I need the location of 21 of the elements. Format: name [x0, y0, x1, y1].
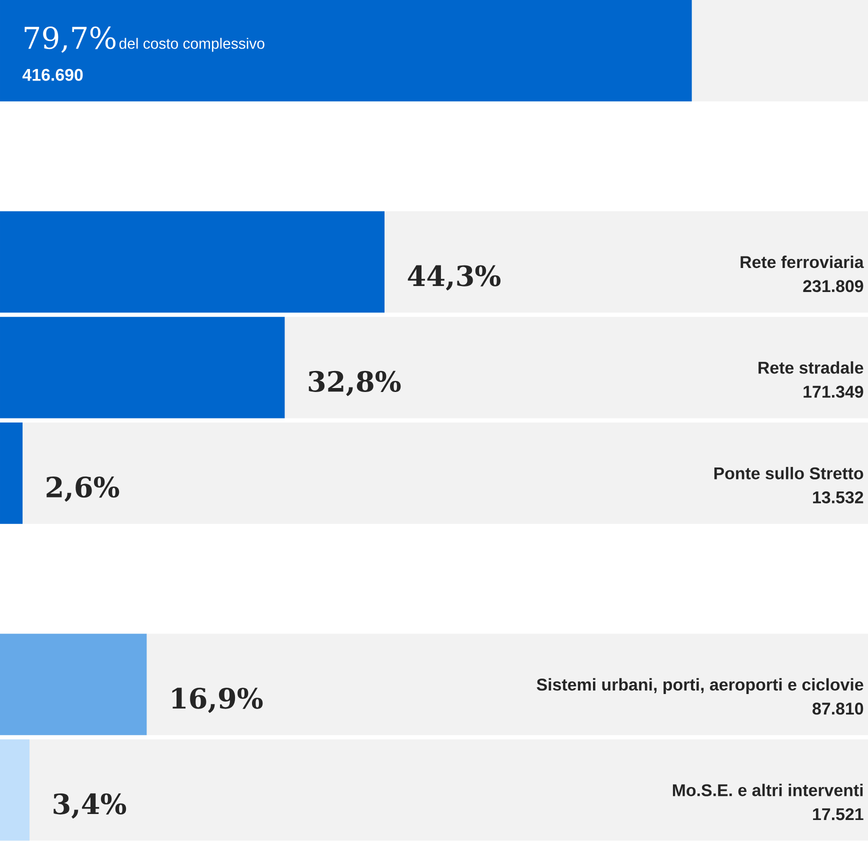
- bar: [0, 739, 30, 841]
- y-tick-label: Sistemi urbani, porti, aeroporti e ciclovie: [536, 678, 864, 694]
- data-label: 79,7%: [24, 26, 116, 53]
- y-tick-label: Rete ferroviaria: [740, 256, 864, 268]
- data-label: 2,6%: [46, 476, 120, 502]
- annotation: 171.349: [804, 386, 864, 398]
- y-tick-label: Rete stradale: [758, 361, 864, 374]
- data-label: 32,8%: [308, 370, 401, 396]
- y-tick-label: Ponte sullo Stretto: [714, 467, 864, 480]
- annotation: 13.532: [813, 491, 864, 504]
- y-tick-label: del costo complessivo: [119, 38, 264, 52]
- annotation: 87.810: [812, 702, 864, 715]
- annotation: 416.690: [22, 68, 83, 81]
- annotation: 231.809: [803, 280, 864, 292]
- data-label: 44,3%: [408, 265, 501, 291]
- annotation: 17.521: [813, 808, 864, 820]
- data-label: 3,4%: [54, 793, 126, 819]
- data-label: 16,9%: [172, 688, 263, 714]
- bar: [0, 634, 147, 736]
- y-tick-label: Mo.S.E. e altri interventi: [672, 784, 863, 796]
- bar: [0, 422, 23, 524]
